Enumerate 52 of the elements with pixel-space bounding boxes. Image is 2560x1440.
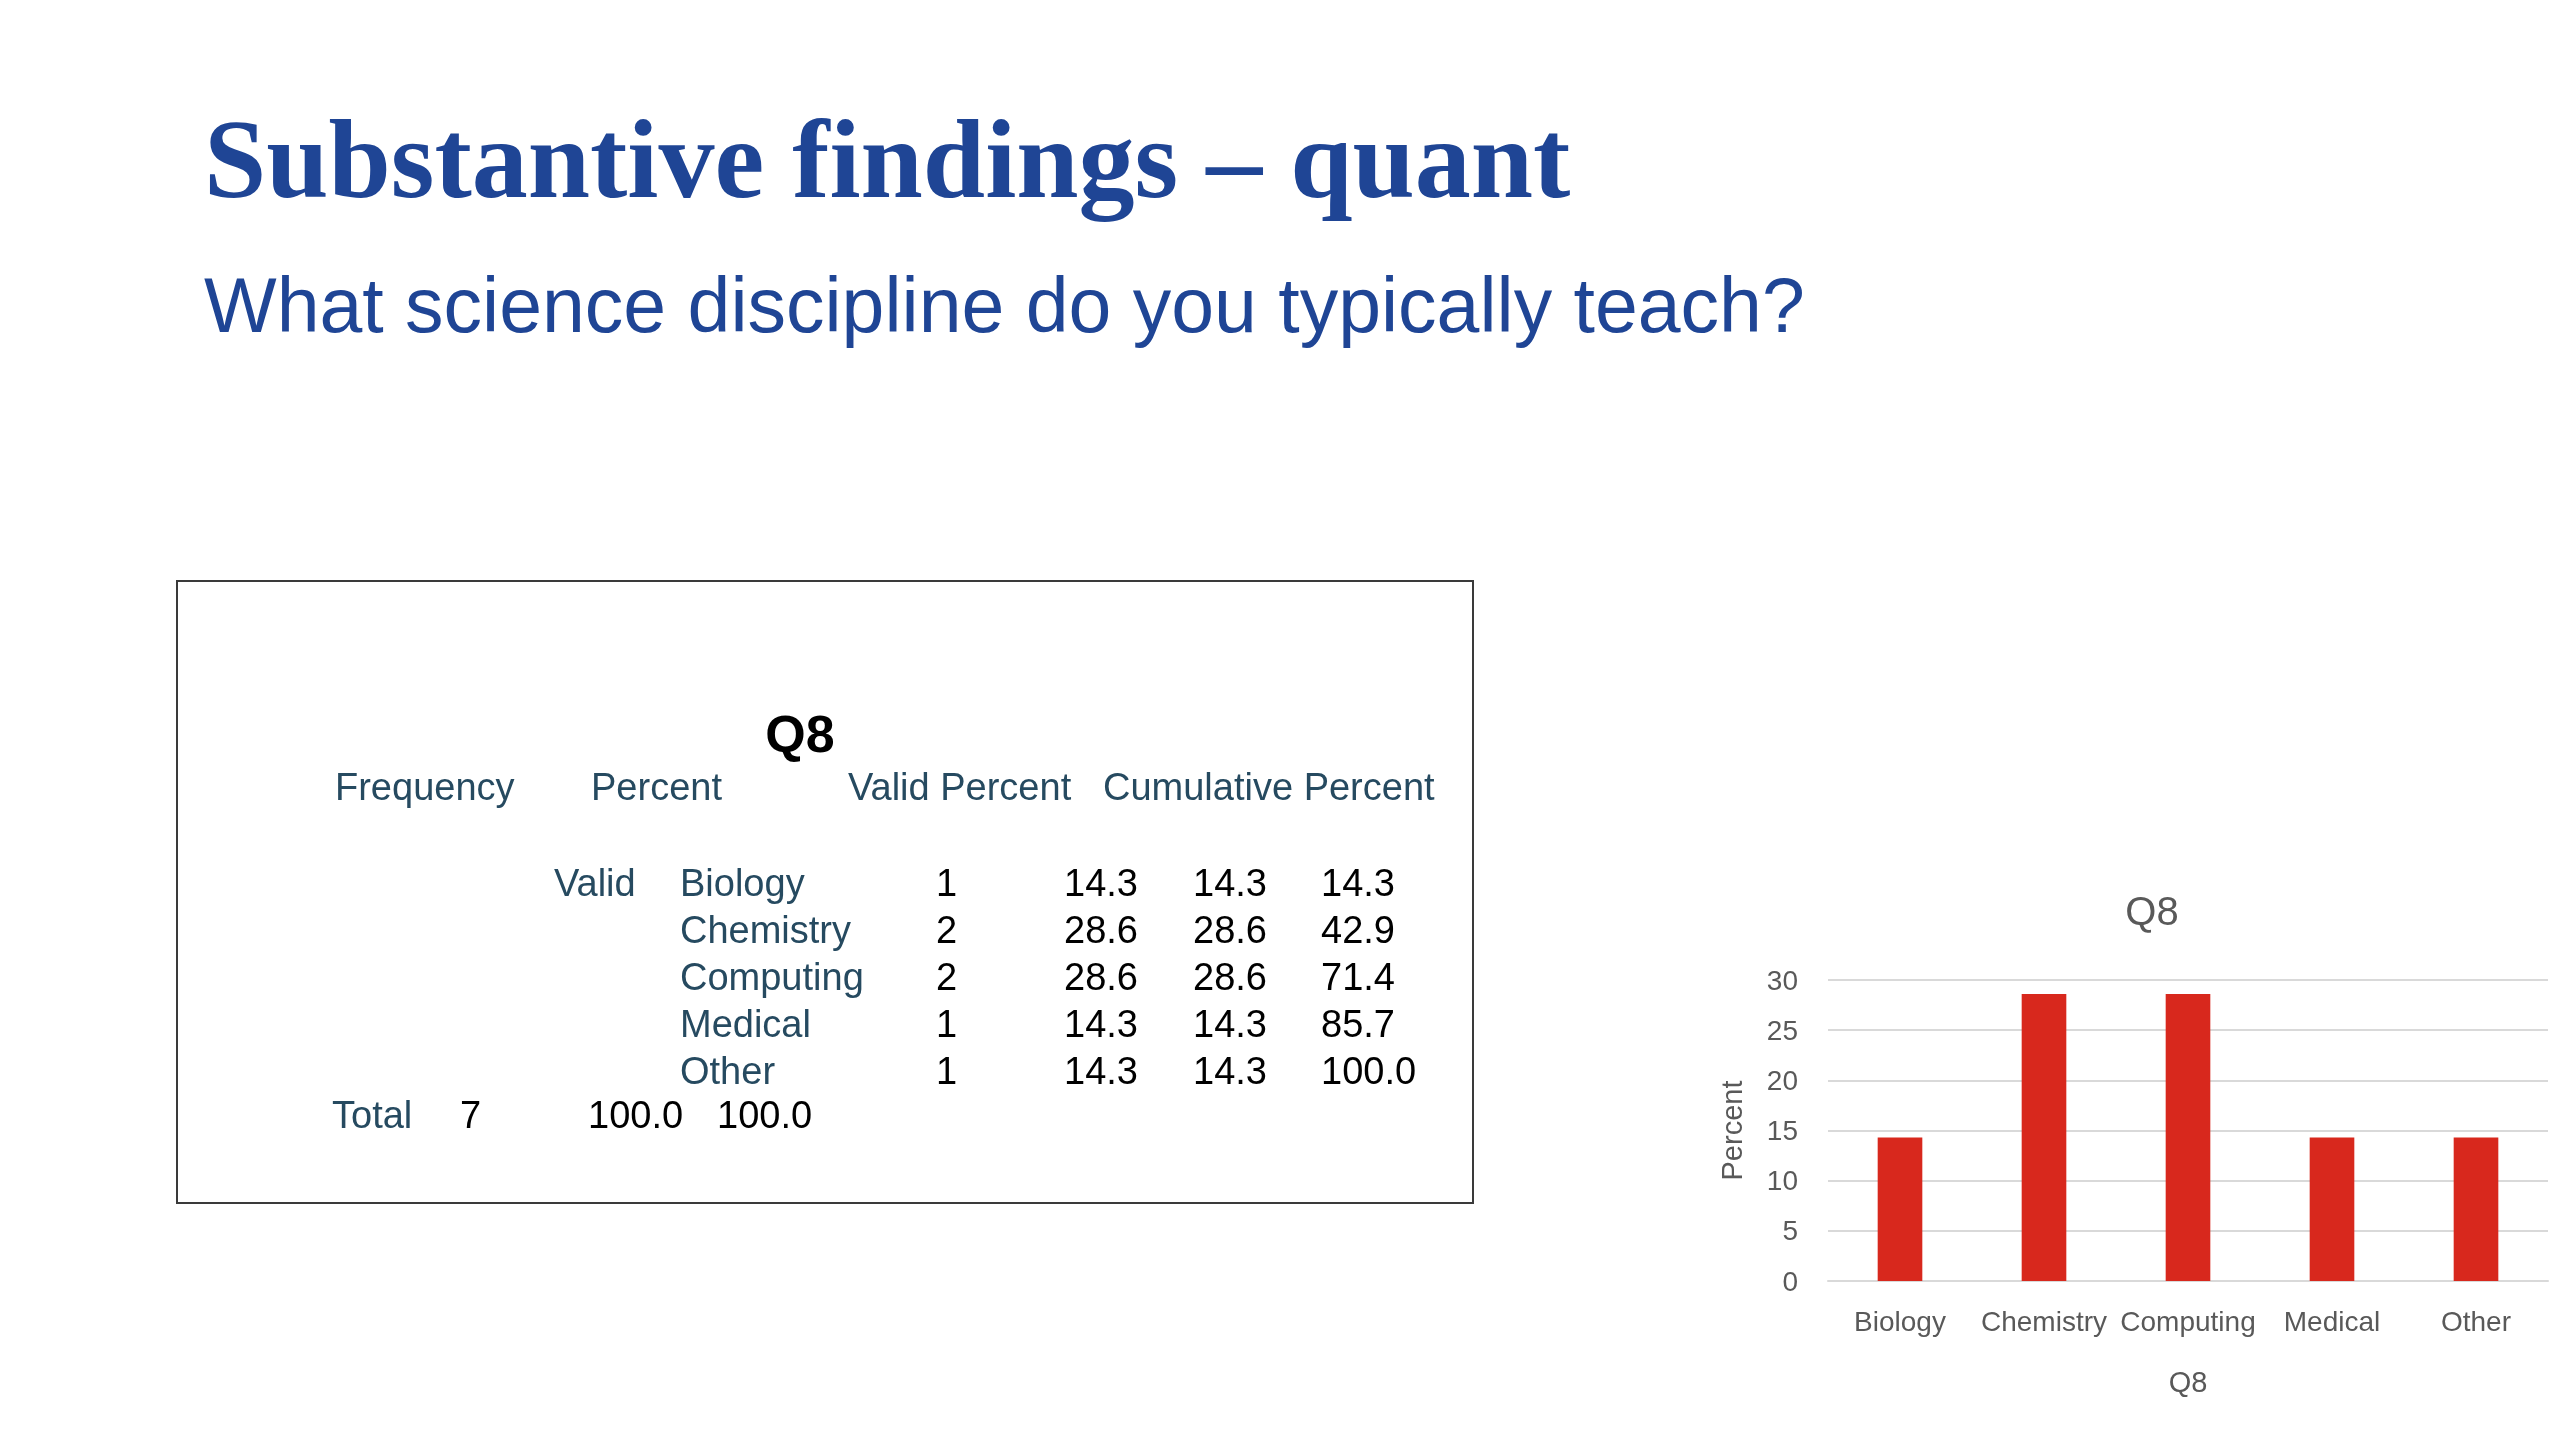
data-label: 85.7 bbox=[1321, 1003, 1395, 1045]
x-tick-label: Medical bbox=[2283, 1305, 2381, 1337]
x-axis-title: Q8 bbox=[2168, 1365, 2208, 1398]
y-tick-label: 0 bbox=[1782, 1265, 1798, 1297]
text: Percent bbox=[591, 766, 722, 808]
data-label: 14.3 bbox=[1064, 1003, 1138, 1045]
data-label: 14.3 bbox=[1193, 862, 1267, 904]
text: Total bbox=[332, 1094, 413, 1136]
data-label: 28.6 bbox=[1193, 956, 1267, 998]
x-tick-label: Other bbox=[2440, 1305, 2512, 1337]
data-label: 14.3 bbox=[1193, 1050, 1267, 1092]
data-label: 1 bbox=[936, 1050, 958, 1092]
category-label: Chemistry bbox=[680, 909, 852, 951]
text: Substantive findings – quant bbox=[204, 97, 1571, 221]
data-label: 1 bbox=[936, 1003, 958, 1045]
text: Frequency bbox=[335, 766, 515, 808]
text: Valid Percent bbox=[848, 766, 1072, 808]
y-tick-label: 20 bbox=[1766, 1064, 1798, 1096]
data-label: 2 bbox=[936, 909, 958, 951]
text: Q8 bbox=[765, 705, 835, 763]
text: Cumulative Percent bbox=[1103, 766, 1435, 808]
text: What science discipline do you typically teach? bbox=[204, 262, 1805, 348]
y-tick-label: 5 bbox=[1782, 1215, 1798, 1247]
data-label: 42.9 bbox=[1321, 909, 1395, 951]
data-label: 2 bbox=[936, 956, 958, 998]
chart-title: Q8 bbox=[2125, 889, 2179, 933]
y-tick-label: 25 bbox=[1766, 1014, 1798, 1046]
text: Valid bbox=[554, 862, 636, 904]
y-tick-label: 15 bbox=[1766, 1115, 1798, 1146]
data-label: 1 bbox=[936, 862, 958, 904]
category-label: Other bbox=[680, 1050, 776, 1092]
x-tick-label: Biology bbox=[1854, 1305, 1946, 1337]
category-label: Computing bbox=[680, 956, 864, 998]
data-label: 14.3 bbox=[1064, 1050, 1138, 1092]
x-tick-label: Computing bbox=[2120, 1305, 2256, 1337]
y-axis-title: Percent bbox=[1715, 1080, 1748, 1181]
category-label: Biology bbox=[680, 862, 805, 904]
data-label: 28.6 bbox=[1064, 909, 1138, 951]
data-label: 14.3 bbox=[1193, 1003, 1267, 1045]
data-label: 28.6 bbox=[1193, 909, 1267, 951]
x-tick-label: Chemistry bbox=[1980, 1305, 2108, 1337]
category-label: Medical bbox=[680, 1003, 811, 1045]
data-label: 14.3 bbox=[1321, 862, 1395, 904]
data-label: 100.0 bbox=[1321, 1050, 1417, 1092]
text: 7 bbox=[460, 1094, 482, 1136]
y-tick-label: 10 bbox=[1766, 1165, 1798, 1197]
data-label: 71.4 bbox=[1321, 956, 1395, 998]
data-label: 28.6 bbox=[1064, 956, 1138, 998]
data-label: 14.3 bbox=[1064, 862, 1138, 904]
y-tick-label: 30 bbox=[1766, 964, 1798, 996]
text: 100.0 bbox=[717, 1094, 813, 1136]
text: 100.0 bbox=[588, 1094, 684, 1136]
